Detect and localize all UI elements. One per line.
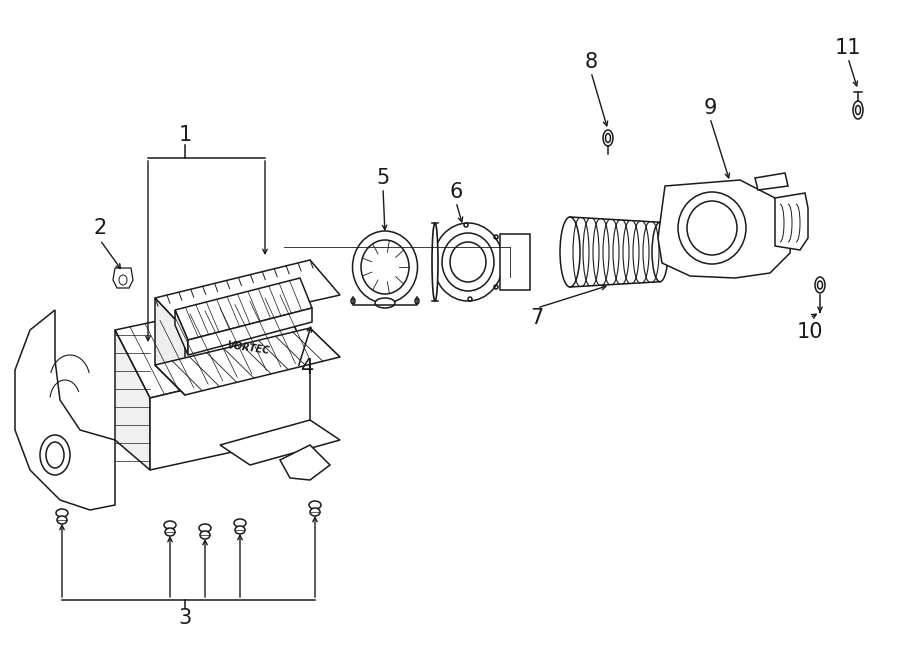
Ellipse shape (856, 106, 860, 114)
Text: 11: 11 (835, 38, 861, 58)
Ellipse shape (603, 130, 613, 146)
Text: 5: 5 (376, 168, 390, 188)
Ellipse shape (309, 501, 321, 509)
Polygon shape (175, 310, 188, 355)
Ellipse shape (40, 435, 70, 475)
Polygon shape (155, 298, 185, 395)
Text: 10: 10 (796, 322, 824, 342)
Polygon shape (150, 360, 310, 470)
Ellipse shape (817, 281, 823, 289)
Ellipse shape (234, 519, 246, 527)
Ellipse shape (606, 134, 610, 143)
Ellipse shape (46, 442, 64, 468)
Polygon shape (500, 234, 530, 290)
Ellipse shape (199, 524, 211, 532)
Polygon shape (188, 308, 312, 355)
Polygon shape (775, 193, 808, 250)
Polygon shape (15, 310, 115, 510)
Ellipse shape (165, 528, 175, 536)
Polygon shape (113, 268, 133, 288)
Ellipse shape (432, 223, 438, 301)
Text: 1: 1 (178, 125, 192, 145)
Text: 2: 2 (94, 218, 106, 238)
Ellipse shape (57, 516, 67, 524)
Ellipse shape (164, 521, 176, 529)
Text: 4: 4 (302, 358, 315, 378)
Polygon shape (155, 260, 340, 330)
Ellipse shape (815, 277, 825, 293)
Ellipse shape (235, 526, 245, 534)
Polygon shape (220, 420, 340, 465)
Ellipse shape (200, 531, 210, 539)
Text: 8: 8 (584, 52, 598, 72)
Polygon shape (280, 445, 330, 480)
Polygon shape (658, 180, 792, 278)
Polygon shape (175, 278, 312, 340)
Text: 7: 7 (530, 308, 544, 328)
Polygon shape (755, 173, 788, 190)
Text: VORTEC: VORTEC (226, 340, 270, 356)
Polygon shape (115, 295, 310, 398)
Ellipse shape (56, 509, 68, 517)
Text: 9: 9 (703, 98, 716, 118)
Polygon shape (115, 330, 150, 470)
Ellipse shape (853, 101, 863, 119)
Ellipse shape (310, 508, 320, 516)
Ellipse shape (119, 275, 127, 285)
Text: 3: 3 (178, 608, 192, 628)
Polygon shape (155, 328, 340, 395)
Ellipse shape (375, 298, 395, 308)
Text: 6: 6 (449, 182, 463, 202)
